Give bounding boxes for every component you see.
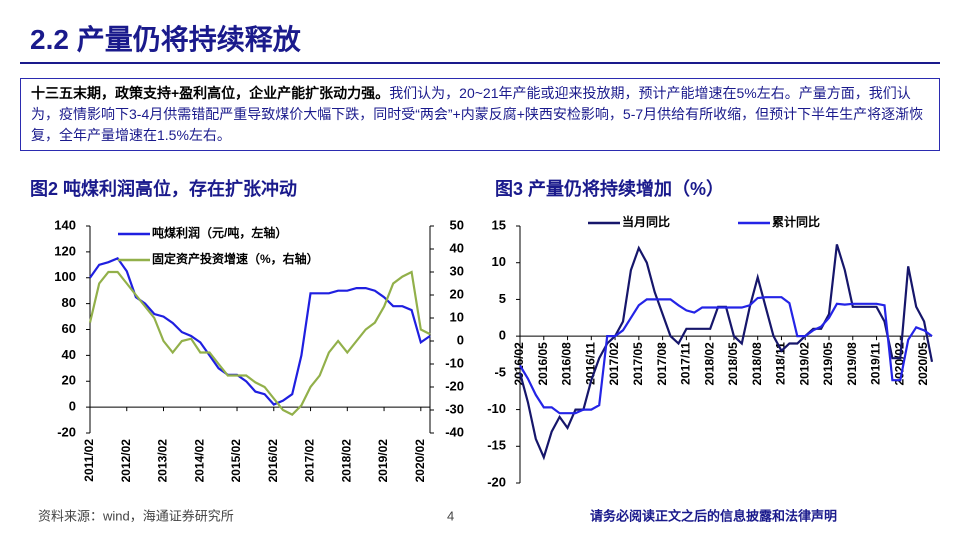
slide-title: 2.2 产量仍将持续释放 [30, 24, 301, 55]
y2-tick-label: -40 [445, 424, 464, 439]
y-tick-label: 0 [499, 328, 506, 343]
x-tick-label: 2018/08 [750, 342, 764, 386]
x-tick-label: 2020/02 [413, 439, 427, 483]
x-tick-label: 2020/05 [916, 342, 930, 386]
x-tick-label: 2018/02 [702, 342, 716, 386]
y2-tick-label: 20 [450, 286, 464, 301]
title-rule [20, 62, 940, 64]
x-tick-label: 2016/05 [536, 342, 550, 386]
y-tick-label: 15 [492, 217, 506, 232]
x-tick-label: 2016/02 [512, 342, 526, 386]
y-tick-label: 120 [54, 243, 76, 258]
x-tick-label: 2019/02 [376, 439, 390, 483]
y2-tick-label: -20 [445, 378, 464, 393]
page-number: 4 [447, 508, 454, 523]
x-tick-label: 2015/02 [229, 439, 243, 483]
y2-tick-label: -10 [445, 355, 464, 370]
y-tick-label: 100 [54, 269, 76, 284]
x-tick-label: 2016/11 [583, 342, 597, 385]
x-tick-label: 2020/02 [892, 342, 906, 386]
series-line [89, 256, 431, 406]
y2-tick-label: 30 [450, 263, 464, 278]
y2-tick-label: -30 [445, 401, 464, 416]
y-tick-label: 60 [62, 321, 76, 336]
y2-tick-label: 10 [450, 309, 464, 324]
y2-tick-label: 40 [450, 240, 464, 255]
legend-label: 当月同比 [622, 214, 670, 229]
x-tick-label: 2017/11 [679, 342, 693, 385]
y-tick-label: 0 [69, 399, 76, 414]
x-tick-label: 2016/08 [560, 342, 574, 386]
x-tick-label: 2014/02 [192, 439, 206, 483]
source: 资料来源：wind，海通证券研究所 [38, 508, 234, 523]
y-tick-label: -10 [487, 401, 506, 416]
y-tick-label: 140 [54, 217, 76, 232]
x-tick-label: 2019/02 [797, 342, 811, 386]
y-tick-label: -20 [57, 424, 76, 439]
x-tick-label: 2018/02 [339, 439, 353, 483]
legend-label: 吨煤利润（元/吨，左轴） [152, 225, 287, 240]
series-line [519, 296, 933, 415]
y-tick-label: 80 [62, 295, 76, 310]
y-tick-label: -5 [494, 364, 506, 379]
x-tick-label: 2011/02 [82, 439, 96, 482]
x-tick-label: 2019/11 [869, 342, 883, 385]
x-tick-label: 2017/05 [631, 342, 645, 386]
x-tick-label: 2013/02 [156, 439, 170, 483]
y2-tick-label: 0 [457, 332, 464, 347]
y-tick-label: 10 [492, 254, 506, 269]
y-tick-label: -15 [487, 438, 506, 453]
x-tick-label: 2012/02 [119, 439, 133, 483]
summary-text: 我们认为，20~21年产能或迎来投放期，预计产能增速在5%左右。产量方面，我们认… [31, 85, 924, 143]
x-tick-label: 2016/02 [266, 439, 280, 483]
y-tick-label: 40 [62, 347, 76, 362]
disclaimer: 请务必阅读正文之后的信息披露和法律声明 [590, 508, 837, 523]
y-tick-label: 20 [62, 373, 76, 388]
series-line [88, 270, 431, 416]
y2-tick-label: 50 [450, 217, 464, 232]
chart-title: 图3 产量仍将持续增加（%） [495, 178, 724, 199]
legend-label: 固定资产投资增速（%，右轴） [152, 251, 319, 266]
y-tick-label: -20 [487, 474, 506, 489]
summary-bold: 十三五末期，政策支持+盈利高位，企业产能扩张动力强。 [31, 85, 390, 101]
x-tick-label: 2019/05 [821, 342, 835, 386]
x-tick-label: 2018/11 [774, 342, 788, 385]
x-tick-label: 2018/05 [726, 342, 740, 386]
x-tick-label: 2017/02 [607, 342, 621, 386]
y-tick-label: 5 [499, 291, 506, 306]
x-tick-label: 2019/08 [845, 342, 859, 386]
chart-title: 图2 吨煤利润高位，存在扩张冲动 [30, 178, 297, 199]
x-tick-label: 2017/08 [655, 342, 669, 386]
summary-box: 十三五末期，政策支持+盈利高位，企业产能扩张动力强。我们认为，20~21年产能或… [20, 78, 940, 151]
legend-label: 累计同比 [772, 214, 820, 229]
x-tick-label: 2017/02 [303, 439, 317, 483]
